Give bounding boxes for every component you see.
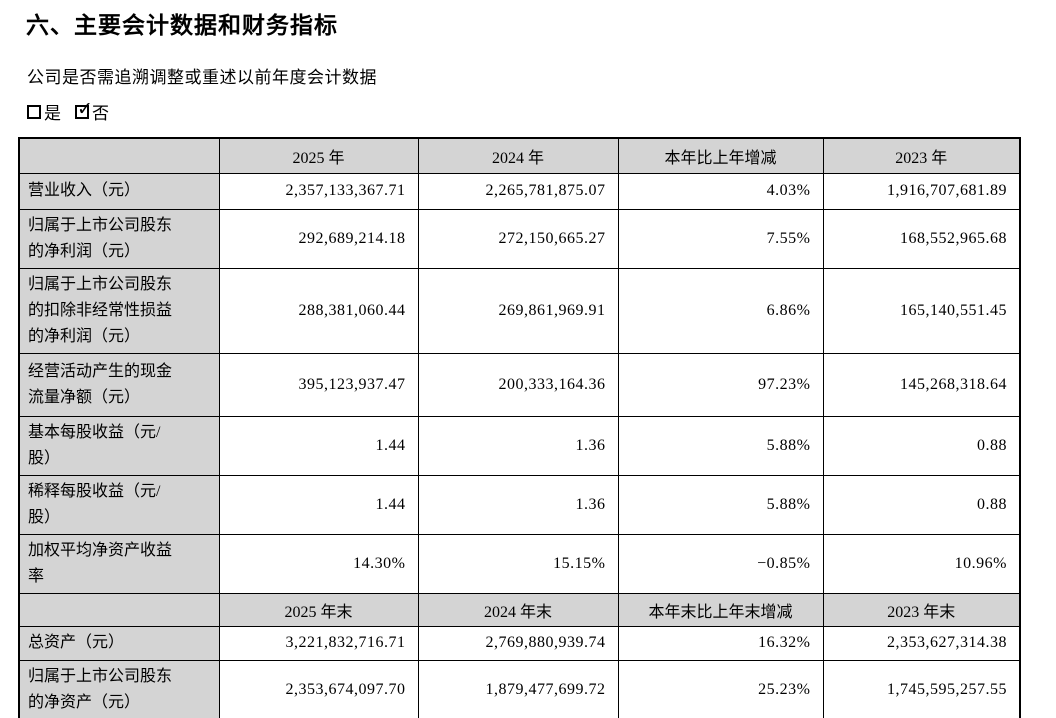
value-cell: 16.32% (617, 625, 824, 661)
table-row-total-assets: 总资产（元） 3,221,832,716.71 2,769,880,939.74… (18, 625, 1021, 661)
value-cell: 14.30% (218, 533, 419, 594)
value-cell: 145,268,318.64 (822, 352, 1021, 417)
value-cell: 2,769,880,939.74 (417, 625, 619, 661)
value-cell: 2,265,781,875.07 (417, 172, 619, 210)
value-cell: 1,745,595,257.55 (822, 659, 1021, 718)
header-2024-end: 2024 年末 (417, 592, 619, 627)
header-empty-cell (18, 137, 220, 174)
table-row-diluted-eps: 稀释每股收益（元/ 股） 1.44 1.36 5.88% 0.88 (18, 474, 1021, 535)
value-cell: 15.15% (417, 533, 619, 594)
value-cell: 6.86% (617, 267, 824, 354)
value-cell: 1,879,477,699.72 (417, 659, 619, 718)
table-row-operating-cash-flow: 经营活动产生的现金 流量净额（元） 395,123,937.47 200,333… (18, 352, 1021, 417)
financial-indicators-table: 2025 年 2024 年 本年比上年增减 2023 年 营业收入（元） 2,3… (18, 137, 1021, 718)
option-no-label: 否 (92, 104, 109, 123)
value-cell: 1.36 (417, 474, 619, 535)
option-no: ✓ 否 (75, 99, 109, 124)
value-cell: 1.44 (218, 474, 419, 535)
option-yes-label: 是 (44, 104, 61, 123)
value-cell: 288,381,060.44 (218, 267, 419, 354)
header-year-end-change: 本年末比上年末增减 (617, 592, 824, 627)
table-row-net-profit: 归属于上市公司股东 的净利润（元） 292,689,214.18 272,150… (18, 208, 1021, 269)
value-cell: 165,140,551.45 (822, 267, 1021, 354)
value-cell: 2,353,674,097.70 (218, 659, 419, 718)
row-label-cell: 加权平均净资产收益 率 (18, 533, 220, 594)
header-2023-end: 2023 年末 (822, 592, 1021, 627)
header-2023: 2023 年 (822, 137, 1021, 174)
table-row-basic-eps: 基本每股收益（元/ 股） 1.44 1.36 5.88% 0.88 (18, 415, 1021, 476)
row-label-cell: 总资产（元） (18, 625, 220, 661)
value-cell: 272,150,665.27 (417, 208, 619, 269)
header-empty-cell (18, 592, 220, 627)
value-cell: 10.96% (822, 533, 1021, 594)
value-cell: 3,221,832,716.71 (218, 625, 419, 661)
check-mark-icon: ✓ (77, 97, 93, 120)
table-row-net-assets: 归属于上市公司股东 的净资产（元） 2,353,674,097.70 1,879… (18, 659, 1021, 718)
value-cell: 1.44 (218, 415, 419, 476)
restatement-question: 公司是否需追溯调整或重述以前年度会计数据 (27, 68, 377, 87)
row-label-cell: 基本每股收益（元/ 股） (18, 415, 220, 476)
row-label-cell: 归属于上市公司股东 的扣除非经常性损益 的净利润（元） (18, 267, 220, 354)
table-header-row-year-end: 2025 年末 2024 年末 本年末比上年末增减 2023 年末 (18, 592, 1021, 627)
table-header-row-annual: 2025 年 2024 年 本年比上年增减 2023 年 (18, 137, 1021, 174)
value-cell: 395,123,937.47 (218, 352, 419, 417)
row-label-cell: 归属于上市公司股东 的净资产（元） (18, 659, 220, 718)
checkbox-yes-icon (27, 104, 41, 119)
value-cell: 5.88% (617, 415, 824, 476)
value-cell: 200,333,164.36 (417, 352, 619, 417)
option-yes: 是 (27, 99, 61, 124)
section-title: 六、主要会计数据和财务指标 (26, 12, 338, 38)
value-cell: 2,357,133,367.71 (218, 172, 419, 210)
value-cell: 7.55% (617, 208, 824, 269)
value-cell: 0.88 (822, 415, 1021, 476)
row-label-cell: 营业收入（元） (18, 172, 220, 210)
value-cell: 168,552,965.68 (822, 208, 1021, 269)
value-cell: 2,353,627,314.38 (822, 625, 1021, 661)
value-cell: 0.88 (822, 474, 1021, 535)
value-cell: 25.23% (617, 659, 824, 718)
header-2024: 2024 年 (417, 137, 619, 174)
value-cell: −0.85% (617, 533, 824, 594)
restatement-options: 是 ✓ 否 (27, 99, 109, 124)
checkbox-no-checked-icon: ✓ (75, 99, 93, 119)
value-cell: 292,689,214.18 (218, 208, 419, 269)
table-row-revenue: 营业收入（元） 2,357,133,367.71 2,265,781,875.0… (18, 172, 1021, 210)
header-2025-end: 2025 年末 (218, 592, 419, 627)
row-label-cell: 归属于上市公司股东 的净利润（元） (18, 208, 220, 269)
table-row-net-profit-excl-nonrecurring: 归属于上市公司股东 的扣除非经常性损益 的净利润（元） 288,381,060.… (18, 267, 1021, 354)
value-cell: 1.36 (417, 415, 619, 476)
header-yoy-change: 本年比上年增减 (617, 137, 824, 174)
table-row-weighted-avg-roe: 加权平均净资产收益 率 14.30% 15.15% −0.85% 10.96% (18, 533, 1021, 594)
value-cell: 5.88% (617, 474, 824, 535)
header-2025: 2025 年 (218, 137, 419, 174)
value-cell: 97.23% (617, 352, 824, 417)
row-label-cell: 经营活动产生的现金 流量净额（元） (18, 352, 220, 417)
value-cell: 4.03% (617, 172, 824, 210)
row-label-cell: 稀释每股收益（元/ 股） (18, 474, 220, 535)
value-cell: 1,916,707,681.89 (822, 172, 1021, 210)
value-cell: 269,861,969.91 (417, 267, 619, 354)
